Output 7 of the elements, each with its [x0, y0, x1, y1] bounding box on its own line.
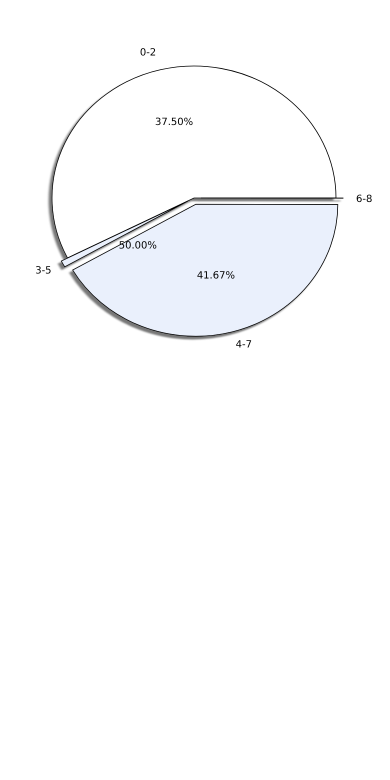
slice-label: 4-7	[236, 340, 252, 351]
slice-label: 0-2	[140, 48, 156, 59]
text: 41.67%	[196, 270, 235, 282]
slice-label: 3-5	[35, 266, 52, 277]
slice-label: 6-8	[356, 194, 372, 206]
text: 50.00%	[118, 240, 157, 252]
text: 37.50%	[155, 116, 194, 128]
